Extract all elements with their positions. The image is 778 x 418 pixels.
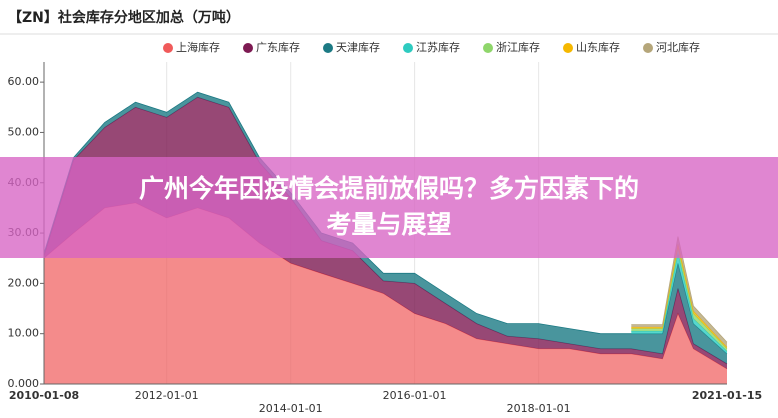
x-tick-label: 2012-01-01 [135, 389, 199, 402]
x-tick-label: 2014-01-01 [259, 402, 323, 415]
legend-marker [163, 43, 173, 53]
x-tick-label: 2021-01-15 [692, 389, 762, 402]
area-fill [631, 248, 727, 352]
legend-label: 河北库存 [656, 40, 700, 54]
headline-text: 广州今年因疫情会提前放假吗？多方因素下的 [139, 174, 639, 203]
legend-label: 广东库存 [256, 40, 300, 54]
legend-marker [643, 43, 653, 53]
area-line [43, 91, 728, 355]
legend-label: 浙江库存 [496, 40, 540, 54]
legend-label: 天津库存 [336, 40, 380, 54]
legend-marker [483, 43, 493, 53]
headline-banner [0, 157, 778, 258]
x-tick-label: 2010-01-08 [9, 389, 79, 402]
chart-title: 【ZN】社会库存分地区加总（万吨） [8, 9, 240, 26]
y-tick-label: 50.00 [8, 125, 40, 138]
legend-label: 江苏库存 [416, 40, 460, 54]
legend-marker [323, 43, 333, 53]
legend-marker [563, 43, 573, 53]
y-tick-label: 60.00 [8, 75, 40, 88]
headline-text: 考量与展望 [326, 210, 451, 239]
legend-label: 上海库存 [176, 40, 220, 54]
legend-label: 山东库存 [576, 40, 620, 54]
y-tick-label: 20.00 [8, 276, 40, 289]
legend-marker [243, 43, 253, 53]
y-tick-label: 0.000 [8, 377, 40, 390]
legend-marker [403, 43, 413, 53]
area-fill [631, 244, 727, 349]
area-fill [44, 92, 727, 364]
y-tick-label: 10.00 [8, 327, 40, 340]
area-fill [631, 236, 727, 348]
area-fill [631, 253, 727, 354]
x-tick-label: 2016-01-01 [383, 389, 447, 402]
x-tick-label: 2018-01-01 [507, 402, 571, 415]
